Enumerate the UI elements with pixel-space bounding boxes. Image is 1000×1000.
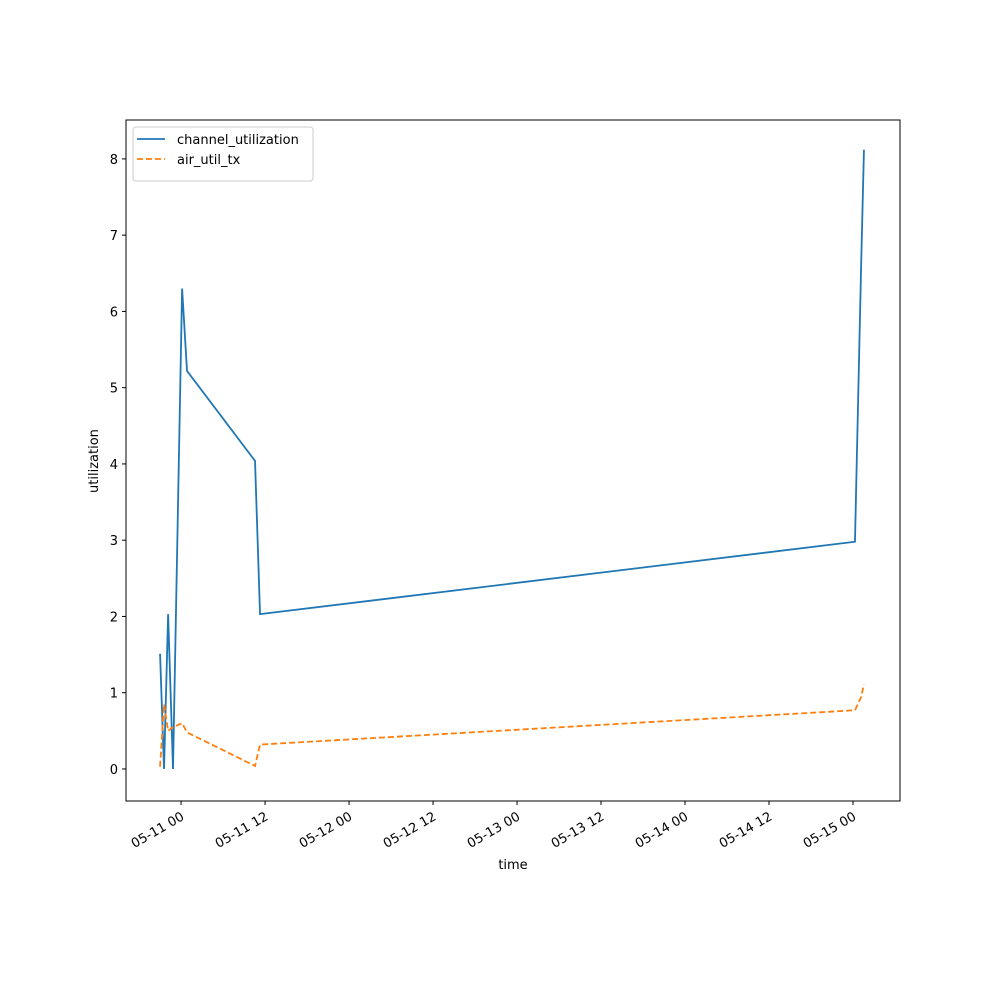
axes-frame xyxy=(125,119,901,802)
x-tick-label: 05-15 00 xyxy=(801,809,859,851)
y-tick-label: 6 xyxy=(110,305,118,320)
y-tick-label: 3 xyxy=(110,534,118,549)
legend-label: channel_utilization xyxy=(177,133,299,148)
y-tick-label: 4 xyxy=(110,458,118,473)
legend-label: air_util_tx xyxy=(177,153,241,168)
data-line xyxy=(159,684,865,768)
x-tick-label: 05-13 00 xyxy=(465,809,523,851)
x-tick-label: 05-13 12 xyxy=(549,809,607,851)
x-tick-label: 05-12 00 xyxy=(297,809,355,851)
x-tick-label: 05-14 00 xyxy=(633,809,691,851)
legend-box xyxy=(132,126,314,182)
y-tick-label: 8 xyxy=(110,153,118,168)
y-axis-label: utilization xyxy=(87,429,102,493)
y-tick-label: 5 xyxy=(110,382,118,397)
x-tick-label: 05-14 12 xyxy=(717,809,775,851)
x-axis-label: time xyxy=(498,858,527,873)
y-tick-label: 2 xyxy=(110,610,118,625)
y-tick-label: 7 xyxy=(110,229,118,244)
x-tick-label: 05-12 12 xyxy=(381,809,439,851)
y-tick-label: 0 xyxy=(110,763,118,778)
y-tick-label: 1 xyxy=(110,687,118,702)
x-tick-label: 05-11 00 xyxy=(129,809,187,851)
x-tick-label: 05-11 12 xyxy=(213,809,271,851)
data-line xyxy=(159,149,865,770)
